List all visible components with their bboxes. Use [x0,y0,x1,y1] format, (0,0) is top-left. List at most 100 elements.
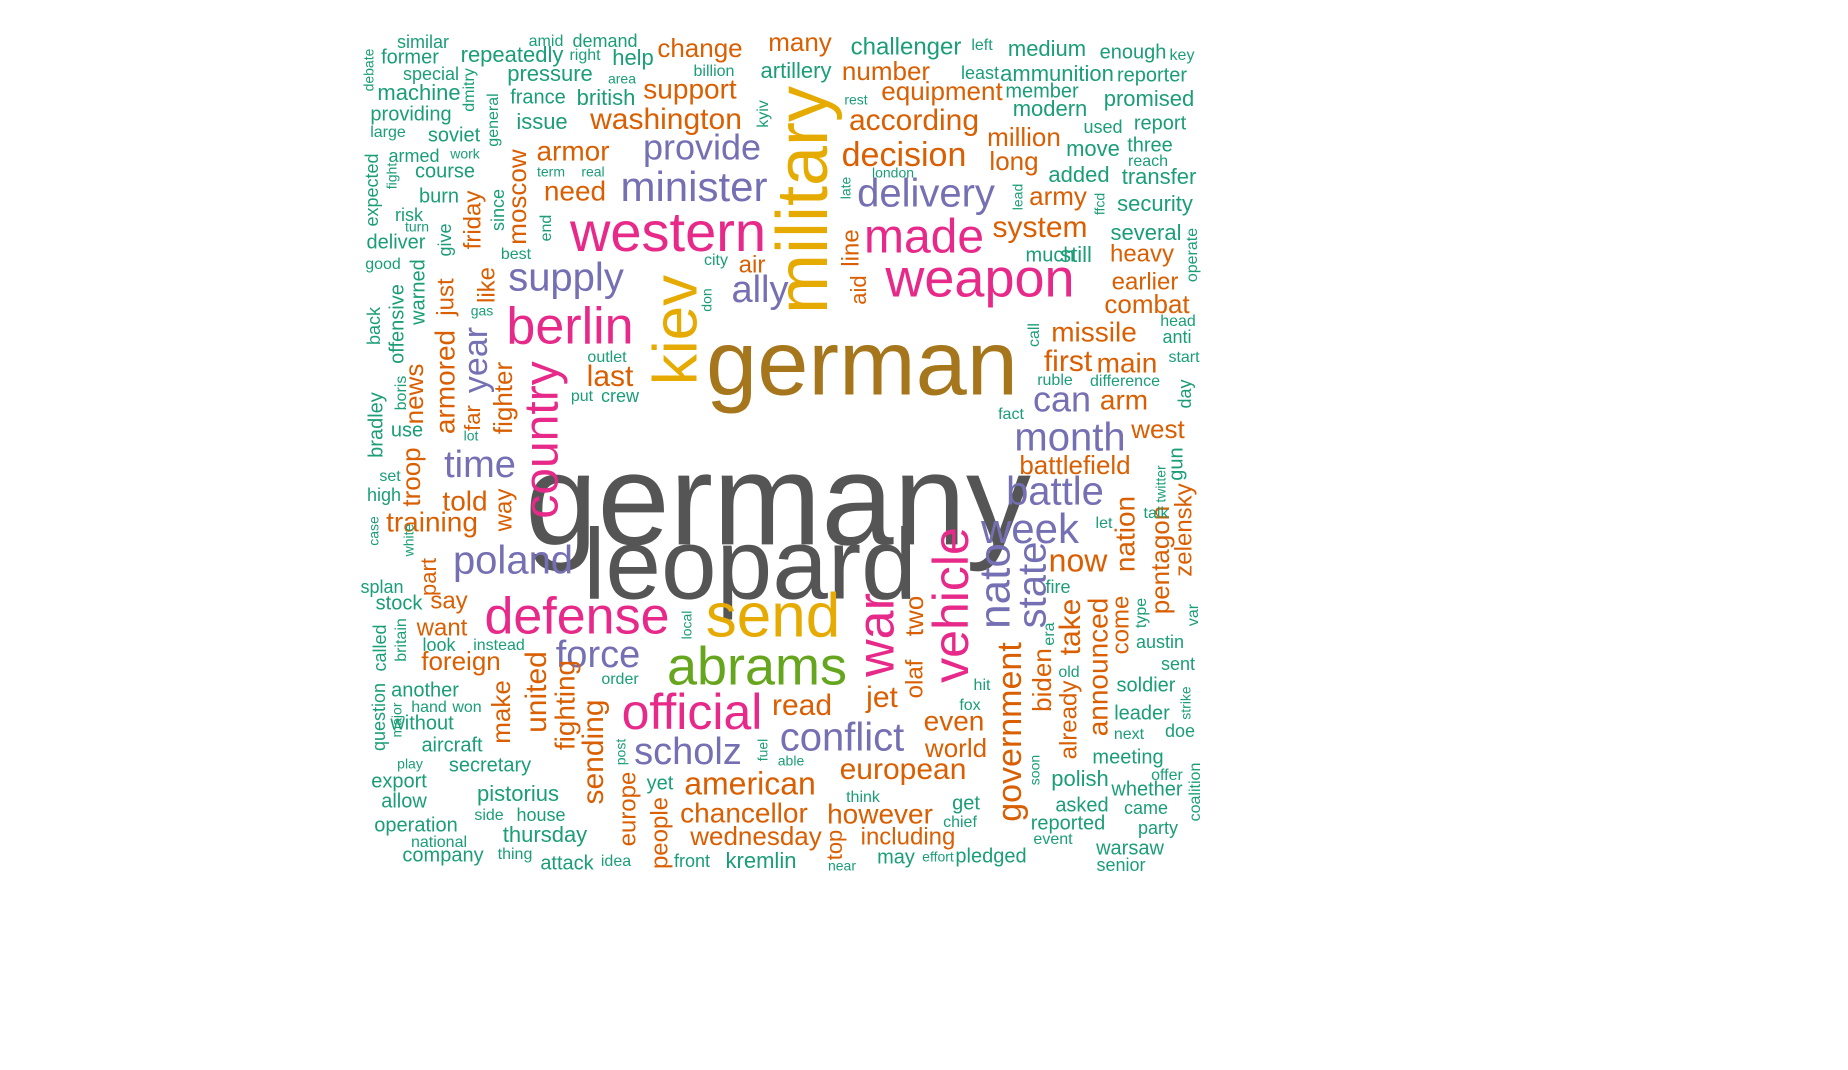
word-warned: warned [407,259,429,326]
word-ammunition: ammunition [1000,61,1114,86]
word-armored: armored [429,330,460,434]
word-polish: polish [1051,766,1108,791]
word-right: right [569,47,601,64]
word-pentagon: pentagon [1145,506,1175,614]
word-fighter: fighter [488,362,518,435]
word-lead: lead [1010,184,1026,210]
word-first: first [1044,345,1093,378]
word-kiev: kiev [641,275,710,385]
word-think: think [846,789,881,806]
word-since: since [488,189,508,231]
word-repeatedly: repeatedly [461,42,564,67]
word-according: according [849,104,979,137]
word-artillery: artillery [761,58,832,83]
word-billion: billion [694,63,735,80]
word-top: top [822,830,847,861]
word-high: high [367,485,401,505]
word-long: long [989,146,1038,176]
word-boris: boris [393,376,410,411]
word-move: move [1066,136,1120,161]
word-general: general [485,93,502,146]
word-say: say [430,587,467,614]
word-earlier: earlier [1112,268,1179,295]
word-ally: ally [731,269,788,311]
word-security: security [1117,191,1193,216]
word-lot: lot [464,428,479,444]
word-aircraft: aircraft [421,734,483,756]
word-providing: providing [370,103,451,125]
word-former: former [381,46,439,68]
word-gun: gun [1165,447,1187,480]
word-asked: asked [1055,794,1108,816]
word-work: work [449,146,481,162]
word-million: million [987,122,1061,152]
word-nato: nato [971,543,1020,629]
word-meeting: meeting [1092,746,1163,768]
word-line: line [837,229,864,266]
word-offensive: offensive [386,284,408,364]
word-time: time [444,444,516,486]
word-people: people [646,797,673,869]
word-three: three [1127,134,1173,156]
word-talk: talk [1144,505,1170,522]
word-put: put [571,388,594,405]
word-gas: gas [471,303,494,319]
word-day: day [1175,379,1195,408]
word-air: air [739,251,766,278]
word-issue: issue [516,109,567,134]
word-including: including [861,823,956,850]
word-chief: chief [943,814,977,831]
word-can: can [1033,379,1091,420]
word-germany: germany [525,426,1031,572]
word-read: read [772,689,832,722]
word-sent: sent [1161,654,1195,674]
word-able: able [778,753,805,769]
word-called: called [370,624,390,671]
word-difference: difference [1090,373,1160,390]
word-decision: decision [842,136,967,174]
word-amid: amid [529,33,564,50]
word-week: week [980,505,1080,552]
word-thursday: thursday [503,822,587,847]
word-look: look [422,635,456,655]
word-way: way [490,489,517,533]
word-case: case [366,516,382,546]
word-however: however [827,798,933,829]
word-modern: modern [1013,96,1088,121]
word-several: several [1111,220,1182,245]
word-head: head [1160,313,1196,330]
word-challenger: challenger [851,33,962,60]
word-moscow: moscow [502,149,532,245]
word-splan: splan [360,577,403,597]
word-least: least [961,63,999,83]
word-army: army [1029,181,1087,211]
word-allow: allow [381,790,427,812]
word-instead: instead [473,637,525,654]
word-expected: expected [362,153,382,226]
word-military: military [763,86,843,314]
word-stock: stock [376,592,424,614]
word-kyiv: kyiv [755,100,772,128]
word-come: come [1107,596,1134,655]
word-rest: rest [844,92,867,108]
word-old: old [1058,664,1079,681]
word-real: real [581,164,604,180]
word-country: country [516,361,569,518]
word-area: area [608,71,636,87]
word-want: want [416,614,468,641]
word-large: large [370,124,406,141]
word-event: event [1033,831,1073,848]
word-jet: jet [865,681,898,714]
word-late: late [838,177,854,200]
word-just: just [432,278,459,317]
word-enough: enough [1100,41,1167,63]
word-near: near [828,858,856,874]
word-abrams: abrams [667,636,847,696]
word-ruble: ruble [1037,372,1073,389]
word-change: change [657,33,742,63]
word-coalition: coalition [1187,763,1204,822]
word-britain: britain [393,618,410,662]
word-state: state [1011,542,1055,629]
word-warsaw: warsaw [1095,837,1164,859]
word-already: already [1055,681,1082,760]
